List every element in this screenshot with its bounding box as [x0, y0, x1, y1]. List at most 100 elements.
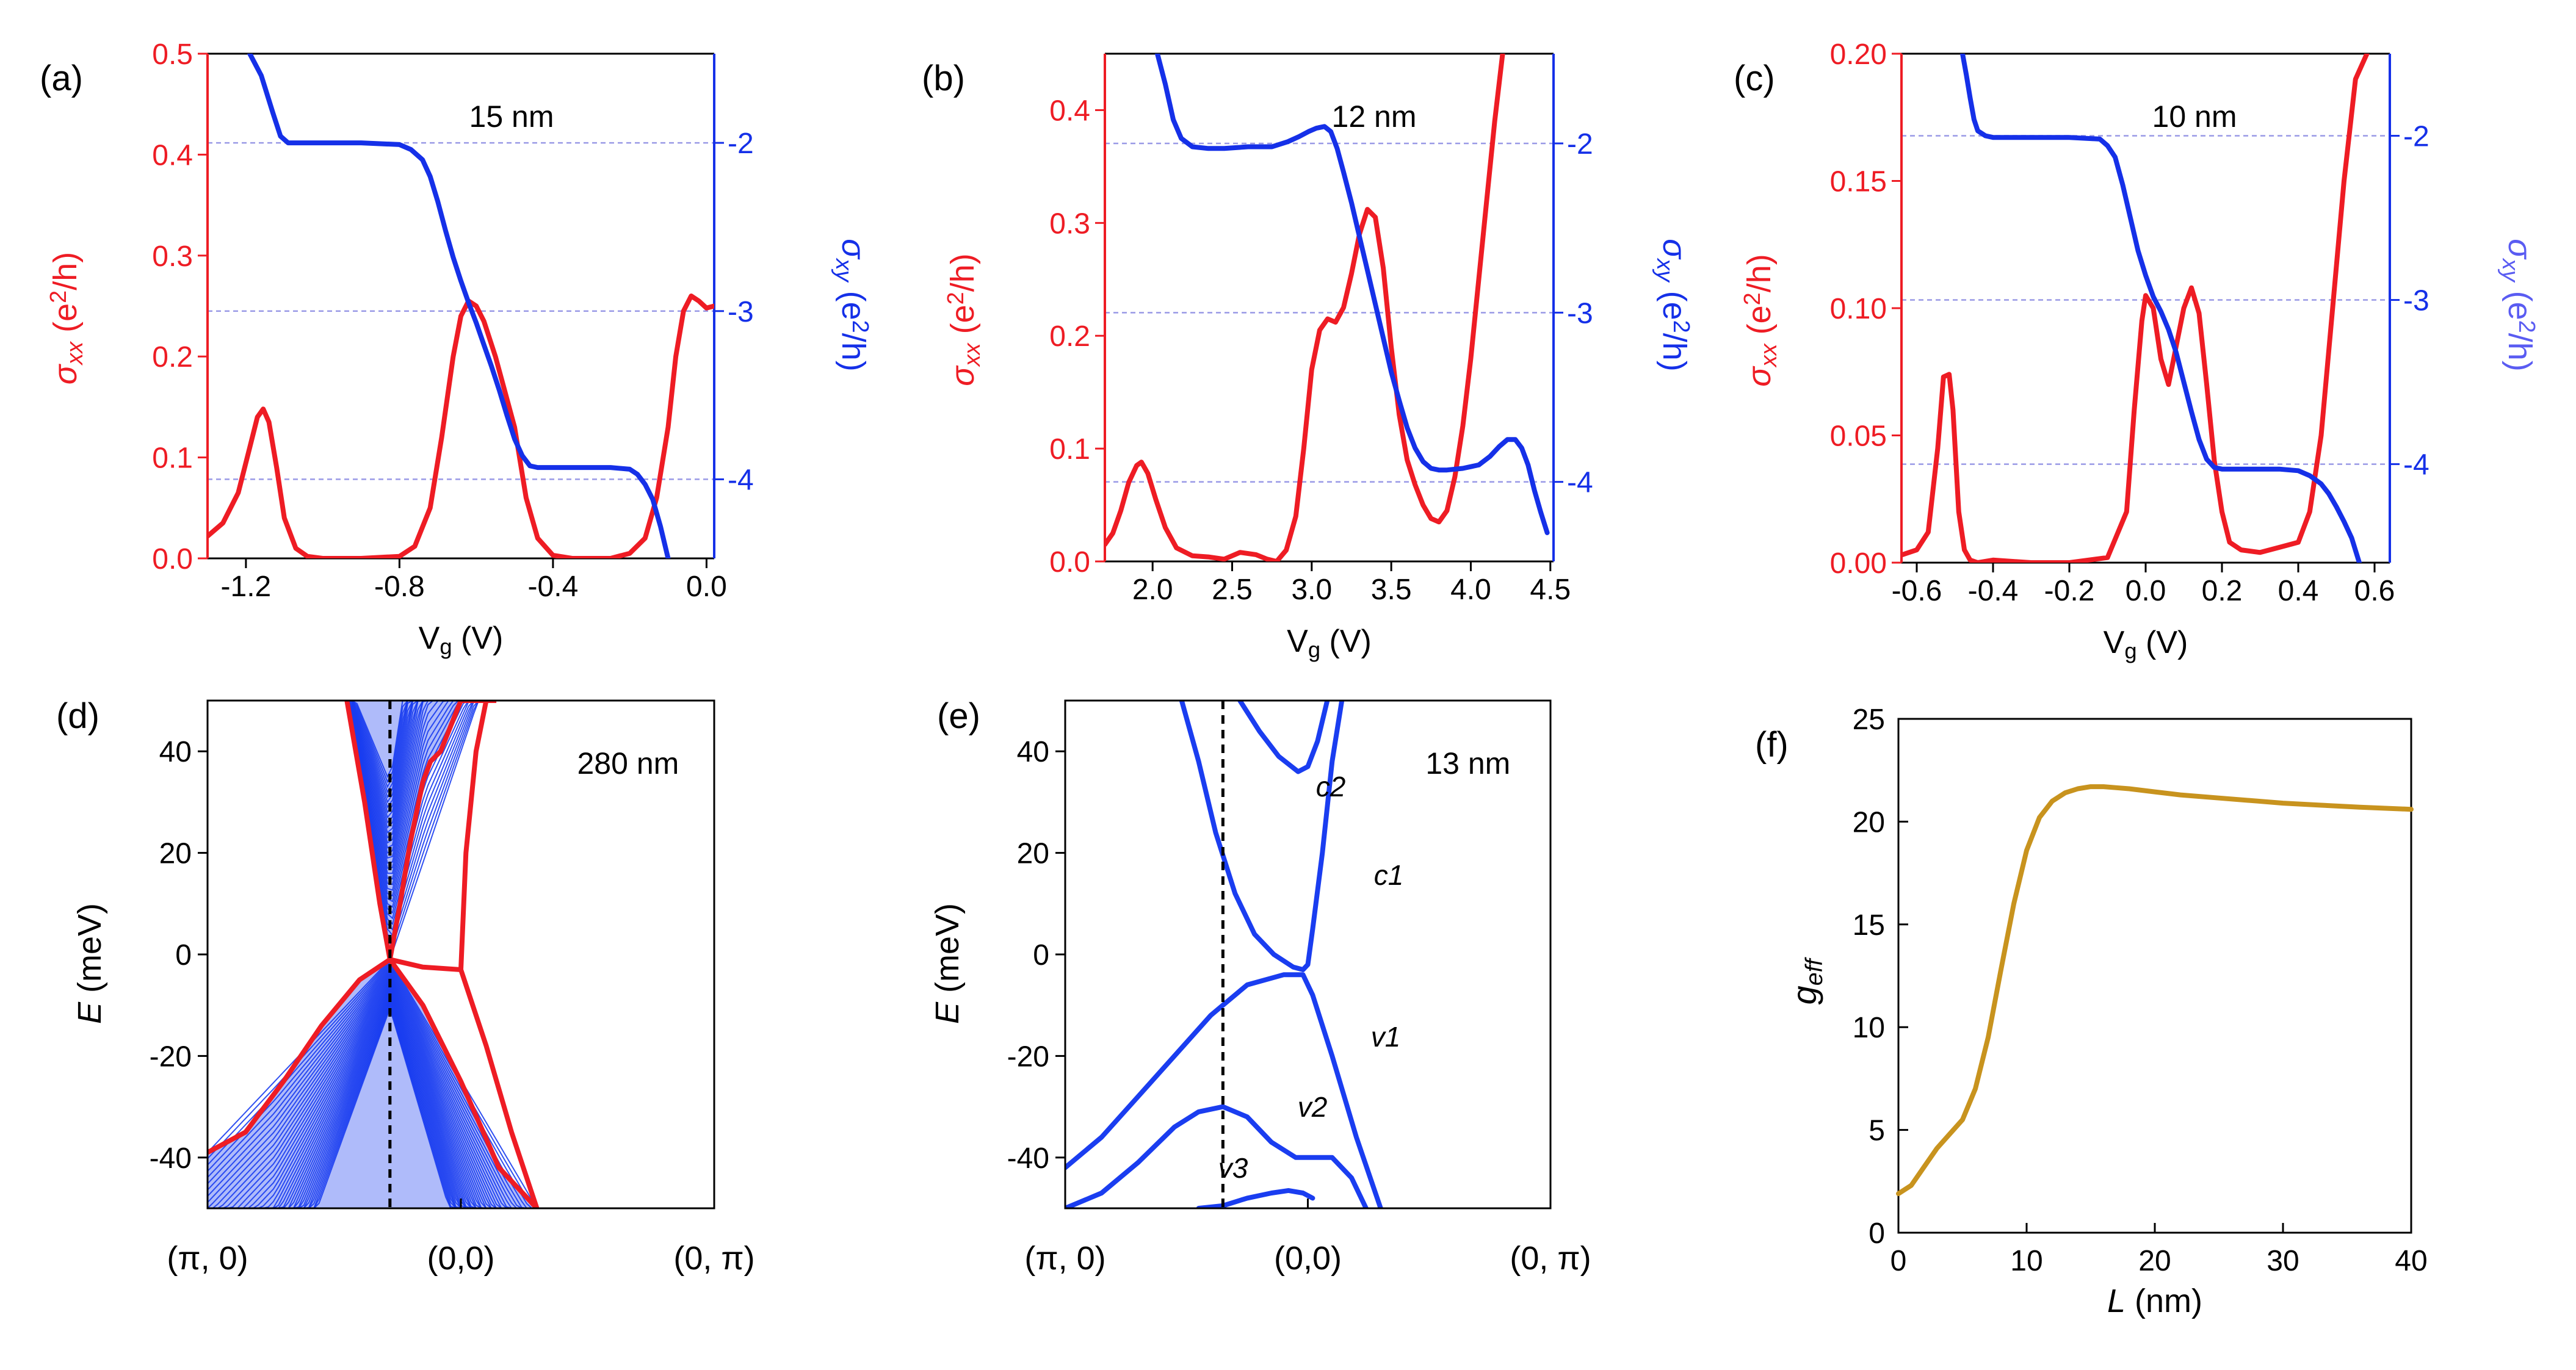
- panel-letter: (b): [922, 59, 965, 98]
- y-axis-label-part: (meV): [929, 903, 966, 1002]
- x-tick-label: (0,0): [1274, 1240, 1342, 1277]
- bulk-subband: [346, 701, 494, 849]
- y-tick-label: 0: [1033, 939, 1049, 972]
- bulk-subband: [208, 987, 532, 1208]
- panel-f: 0 5 10 15 20 25 0 10 20 30 40 (f) L (nm) geff: [1755, 704, 2428, 1319]
- thickness-label: 13 nm: [1425, 746, 1510, 781]
- y-left-label-part: (e: [47, 303, 84, 342]
- y-left-label-part: xx: [960, 342, 985, 367]
- x-tick-label: 0.6: [2354, 575, 2395, 607]
- x-tick-label: 0.4: [2278, 575, 2319, 607]
- band-curve-v3: [1196, 1188, 1315, 1208]
- bulk-subband: [346, 701, 494, 854]
- bulk-subband: [208, 969, 532, 1208]
- y-right-label: σxy (e2/h): [1652, 239, 1695, 371]
- x-tick-label: 40: [2395, 1245, 2427, 1277]
- bulk-subband: [208, 979, 532, 1208]
- x-tick-label: -0.8: [374, 571, 425, 603]
- bulk-valence-region: [208, 959, 537, 1208]
- y-axis-label-part: eff: [1801, 957, 1828, 986]
- y-left-label-part: σ: [944, 365, 981, 386]
- y-left-label-part: /h): [944, 253, 981, 292]
- bulk-subband: [208, 992, 532, 1208]
- y-right-label-part: (e: [2502, 282, 2538, 320]
- x-axis-label-part: V: [1287, 624, 1308, 659]
- x-axis-label-part: V: [2104, 625, 2125, 660]
- band-curve-v1: [1065, 972, 1383, 1208]
- y-left-tick-label: 0.3: [152, 240, 193, 273]
- edge-state-curve: [458, 701, 489, 970]
- y-right-tick-label: -4: [728, 464, 754, 496]
- panel-letter: (a): [40, 59, 83, 98]
- y-left-label-part: (e: [1741, 305, 1778, 344]
- y-left-label-part: 2: [1740, 292, 1765, 305]
- y-right-tick-label: -3: [2403, 285, 2429, 317]
- y-left-tick-label: 0.0: [152, 543, 193, 575]
- y-left-tick-label: 0.20: [1830, 38, 1887, 71]
- y-axis-label-part: g: [1785, 986, 1823, 1004]
- bulk-subband: [208, 997, 532, 1208]
- y-left-label-part: (e: [944, 305, 981, 343]
- g-eff-curve: [1896, 784, 2414, 1196]
- y-tick-label: -40: [1007, 1142, 1049, 1175]
- band-curve-v2: [1065, 1104, 1369, 1208]
- sigma-xx-curve: [1105, 54, 1505, 561]
- x-axis-label-part: (V): [1320, 624, 1372, 659]
- panel-c: -0.6 -0.4 -0.2 0.0 0.2 0.4 0.6 0.00 0.05 0.10 0.15…: [1734, 38, 2539, 663]
- bulk-subband: [346, 701, 494, 864]
- bulk-subband: [208, 981, 532, 1208]
- bulk-subband: [347, 701, 494, 809]
- bulk-subband: [346, 701, 494, 874]
- y-left-tick-label: 0.0: [1049, 546, 1090, 579]
- y-right-label-part: /h): [2502, 333, 2538, 372]
- y-right-label-part: (e: [835, 282, 872, 320]
- bulk-subband: [208, 968, 532, 1208]
- y-axis-label-part: E: [71, 1001, 108, 1024]
- y-right-label-part: xy: [831, 258, 857, 283]
- y-left-label-part: σ: [47, 363, 84, 384]
- y-axis-label: E (meV): [71, 903, 108, 1024]
- x-axis-label-part: g: [440, 634, 452, 659]
- bulk-subband: [208, 965, 532, 1208]
- x-axis-label-part: (nm): [2126, 1283, 2202, 1319]
- x-tick-label: -0.4: [1968, 575, 2019, 607]
- y-tick-label: 10: [1853, 1012, 1885, 1044]
- x-tick-label: 3.5: [1371, 574, 1412, 606]
- bulk-subband: [346, 701, 494, 824]
- y-tick-label: -20: [150, 1040, 192, 1073]
- bulk-subband: [347, 701, 494, 794]
- y-axis-label-part: E: [929, 1001, 966, 1024]
- y-right-label-part: (e: [1656, 282, 1693, 320]
- bulk-subband: [346, 701, 494, 844]
- bulk-subband: [346, 701, 494, 859]
- bulk-subband: [208, 991, 532, 1208]
- x-tick-label: (π, 0): [1024, 1240, 1105, 1277]
- x-tick-label: (0,0): [427, 1240, 494, 1277]
- x-axis-label-part: g: [1308, 637, 1320, 662]
- x-axis-label-part: (V): [452, 621, 504, 656]
- y-tick-label: 20: [1853, 806, 1885, 838]
- y-tick-label: -40: [150, 1142, 192, 1175]
- y-right-label-part: /h): [835, 333, 872, 372]
- y-tick-label: 20: [1017, 838, 1049, 870]
- y-left-label-part: 2: [46, 290, 71, 303]
- x-tick-label: 4.0: [1450, 574, 1491, 606]
- bulk-subband: [208, 964, 532, 1208]
- y-tick-label: 5: [1869, 1115, 1885, 1147]
- y-tick-label: 25: [1853, 704, 1885, 736]
- bulk-subband: [208, 1003, 532, 1208]
- y-right-tick-label: -4: [2403, 449, 2429, 481]
- panel-letter: (c): [1734, 59, 1775, 98]
- x-tick-label: 0: [1890, 1245, 1907, 1277]
- x-axis-label: Vg (V): [2104, 625, 2188, 663]
- bulk-subband: [346, 701, 494, 880]
- bulk-subband: [346, 701, 494, 914]
- bulk-subband: [347, 701, 494, 779]
- panel-letter: (d): [56, 696, 99, 736]
- y-right-tick-label: -2: [2403, 121, 2429, 153]
- x-axis-label-part: L: [2107, 1283, 2126, 1319]
- y-left-tick-label: 0.2: [1049, 320, 1090, 353]
- bulk-subband: [208, 1001, 532, 1208]
- x-axis-label-part: (V): [2137, 625, 2188, 660]
- x-axis-label: Vg (V): [1287, 624, 1372, 662]
